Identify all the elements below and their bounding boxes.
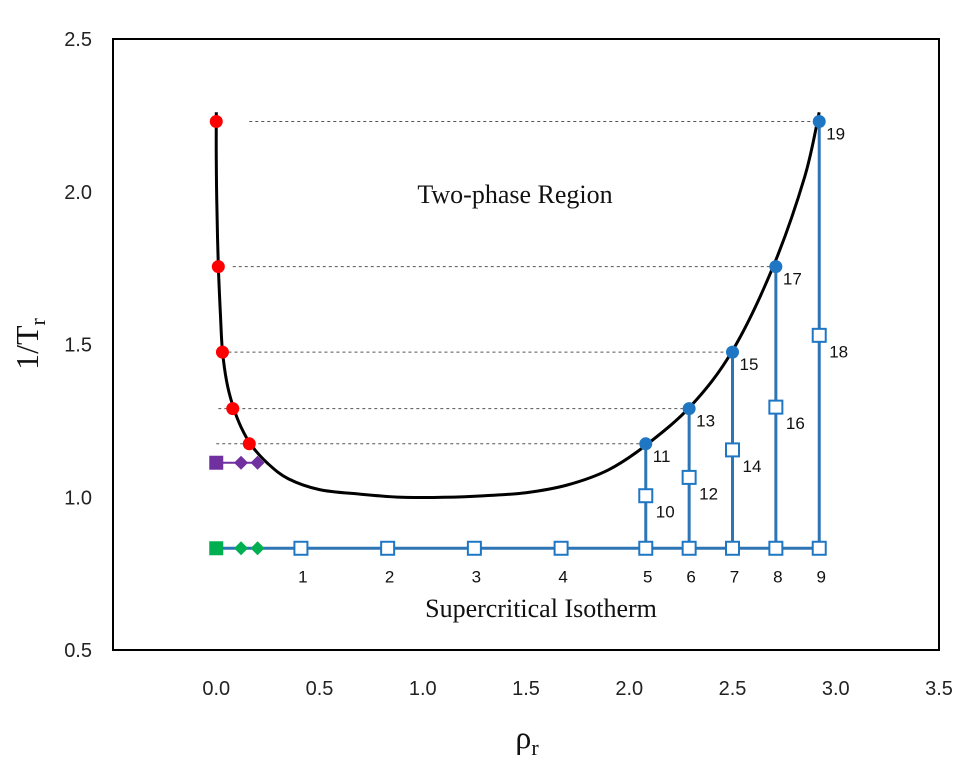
x-axis-title-subscript: r (531, 735, 539, 758)
isotherm-point-label: 3 (472, 567, 481, 586)
y-axis-title-main: 1/T (9, 325, 45, 370)
liquid-branch-point-label: 19 (826, 124, 845, 143)
vertical-path-point-marker (681, 469, 697, 485)
x-axis-title-main: ρ (515, 719, 531, 755)
y-axis-title: 1/Tr (9, 317, 50, 369)
isotherm-point-label: 7 (730, 567, 739, 586)
isotherm-point-marker (293, 540, 309, 556)
isotherm-point-label: 5 (643, 567, 652, 586)
vapor-branch-point (209, 114, 223, 128)
y-tick-label: 2.0 (64, 182, 92, 204)
x-tick-label: 3.5 (925, 678, 953, 700)
vertical-path-point-label: 16 (786, 414, 805, 433)
green-diamond-marker (250, 541, 265, 556)
isotherm-point-marker (638, 540, 654, 556)
x-tick-label: 0.0 (202, 678, 230, 700)
vapor-branch-point (242, 437, 256, 451)
isotherm-point-label: 8 (773, 567, 782, 586)
liquid-branch-point (682, 402, 696, 416)
vertical-path-point-label: 14 (743, 457, 762, 476)
isotherm-point-marker (768, 540, 784, 556)
purple-square-marker (209, 455, 224, 470)
liquid-branch-point (726, 345, 739, 359)
y-tick-label: 2.5 (64, 29, 92, 51)
x-tick-label: 0.5 (306, 678, 334, 700)
liquid-branch-point-label: 11 (653, 447, 671, 466)
x-tick-label: 2.5 (719, 678, 747, 700)
x-tick-label: 2.0 (615, 678, 643, 700)
isotherm-point-marker (811, 540, 827, 556)
x-axis-title: ρr (515, 719, 539, 758)
x-tick-label: 3.0 (822, 678, 850, 700)
isotherm-point-label: 6 (686, 567, 695, 586)
liquid-branch-point-label: 13 (696, 412, 715, 431)
vertical-path-point-marker (768, 399, 784, 415)
purple-diamond-marker (234, 455, 249, 470)
x-tick-label: 1.5 (512, 678, 540, 700)
y-tick-label: 1.0 (64, 487, 92, 509)
isotherm-point-marker (725, 540, 740, 556)
isotherm-point-marker (466, 540, 482, 556)
green-diamond-marker (234, 541, 249, 556)
isotherm-point-label: 4 (558, 567, 567, 586)
green-square-marker (209, 541, 224, 556)
vertical-path-point-marker (725, 442, 740, 458)
y-axis-title-subscript: r (25, 317, 50, 325)
isotherm-point-label: 1 (298, 567, 307, 586)
vertical-path-point-label: 18 (829, 342, 848, 361)
vertical-path-point-label: 10 (656, 503, 675, 522)
vapor-branch-point (226, 402, 240, 416)
purple-diamond-marker (250, 455, 265, 470)
isotherm-point-label: 2 (385, 567, 394, 586)
vertical-path-point-marker (638, 488, 654, 504)
isotherm-point-marker (553, 540, 569, 556)
annotation-supercritical-isotherm: Supercritical Isotherm (425, 594, 657, 623)
liquid-branch-point-label: 15 (740, 355, 759, 374)
coexistence-curve (214, 111, 821, 500)
liquid-branch-point-label: 17 (783, 270, 802, 289)
vapor-branch-point (211, 260, 225, 274)
y-tick-label: 1.5 (64, 335, 92, 357)
vertical-path-point-label: 12 (699, 484, 718, 503)
isotherm-point-marker (681, 540, 697, 556)
isotherm-point-marker (380, 540, 396, 556)
plot-frame (112, 38, 940, 651)
isotherm-point-label: 9 (816, 567, 825, 586)
y-tick-label: 0.5 (64, 640, 92, 662)
vertical-path-point-marker (811, 327, 827, 343)
x-tick-label: 1.0 (409, 678, 437, 700)
annotation-two-phase-region: Two-phase Region (417, 180, 612, 209)
liquid-branch-point (812, 114, 826, 128)
liquid-branch-point (639, 437, 653, 451)
vapor-branch-point (215, 345, 229, 359)
liquid-branch-point (769, 260, 783, 274)
